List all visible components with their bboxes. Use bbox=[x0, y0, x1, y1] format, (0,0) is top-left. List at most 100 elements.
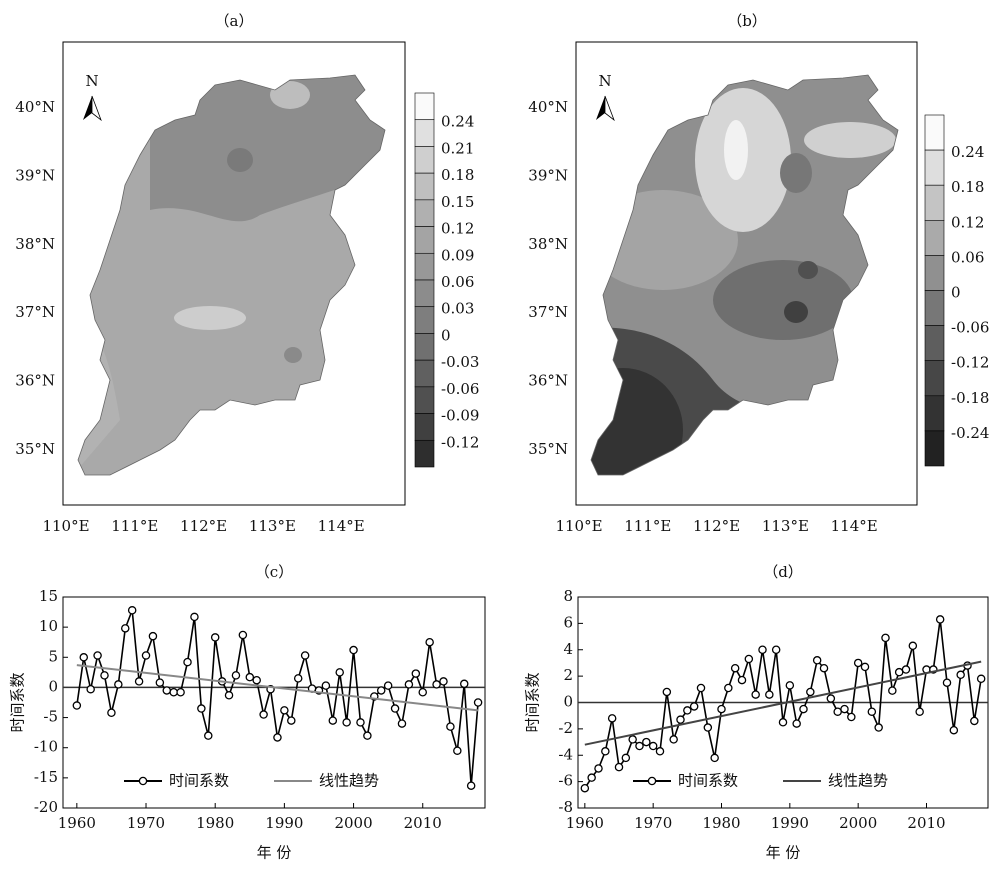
legend-swatch bbox=[924, 325, 945, 362]
data-point bbox=[956, 670, 965, 680]
data-point bbox=[662, 687, 672, 697]
legend-swatch bbox=[924, 430, 945, 467]
legend-label: 0.18 bbox=[951, 178, 984, 196]
data-point bbox=[635, 741, 644, 751]
legend-label: 线性趋势 bbox=[319, 772, 379, 790]
data-point bbox=[778, 718, 788, 727]
data-point bbox=[273, 733, 282, 742]
legend-swatch bbox=[924, 184, 945, 221]
data-point bbox=[867, 707, 877, 716]
data-point bbox=[607, 714, 617, 723]
x-tick-label: 1970 bbox=[127, 814, 165, 832]
x-axis-label: 年 份 bbox=[257, 844, 292, 862]
data-point bbox=[908, 641, 918, 651]
y-tick-label: -8 bbox=[558, 798, 573, 816]
y-tick-label: -4 bbox=[558, 745, 573, 763]
data-point bbox=[183, 657, 192, 667]
data-point bbox=[942, 678, 952, 687]
data-point bbox=[901, 665, 911, 674]
y-axis-label: 时间系数 bbox=[9, 672, 27, 732]
trend-line bbox=[76, 664, 479, 712]
lon-label: 112°E bbox=[180, 517, 227, 535]
data-point bbox=[107, 708, 116, 717]
data-point bbox=[669, 735, 678, 744]
legend-label: -0.12 bbox=[441, 433, 479, 451]
data-point bbox=[860, 662, 870, 672]
data-point bbox=[833, 707, 842, 716]
data-point bbox=[642, 737, 651, 747]
data-point bbox=[894, 667, 904, 677]
data-point bbox=[580, 783, 590, 793]
data-point bbox=[785, 681, 795, 690]
data-point bbox=[197, 704, 206, 713]
y-tick-label: 0 bbox=[563, 693, 573, 711]
legend-marker bbox=[647, 776, 657, 786]
legend-swatch bbox=[414, 226, 435, 254]
y-tick-label: 0 bbox=[48, 677, 58, 695]
data-point bbox=[874, 723, 883, 732]
data-point bbox=[696, 683, 706, 693]
data-point bbox=[888, 686, 897, 695]
lat-label: 38°N bbox=[528, 235, 568, 253]
x-tick-label: 1990 bbox=[771, 814, 809, 832]
lon-label: 110°E bbox=[42, 517, 89, 535]
data-point bbox=[432, 680, 441, 689]
data-point bbox=[730, 663, 740, 673]
legend-swatch bbox=[414, 359, 435, 388]
data-point bbox=[93, 651, 102, 660]
data-point bbox=[689, 702, 699, 711]
data-point bbox=[293, 674, 303, 683]
data-point bbox=[210, 633, 220, 642]
north-arrow bbox=[83, 96, 92, 120]
chart-title: （c） bbox=[255, 563, 293, 581]
north-arrow bbox=[596, 96, 605, 120]
data-point bbox=[771, 645, 781, 655]
data-point bbox=[751, 690, 760, 699]
data-point bbox=[121, 624, 130, 633]
data-point bbox=[100, 671, 109, 680]
data-point bbox=[231, 671, 241, 680]
legend-label: 0 bbox=[951, 284, 961, 302]
north-label: N bbox=[598, 72, 611, 90]
data-point bbox=[446, 722, 455, 731]
legend-swatch bbox=[924, 149, 945, 186]
legend-swatch bbox=[414, 119, 435, 147]
data-point bbox=[473, 698, 483, 707]
lat-label: 36°N bbox=[528, 372, 568, 390]
y-tick-label: 5 bbox=[48, 647, 58, 665]
data-point bbox=[349, 645, 358, 655]
y-tick-label: 4 bbox=[563, 640, 573, 658]
legend-swatch bbox=[924, 220, 945, 256]
data-point bbox=[459, 679, 469, 689]
x-tick-label: 1970 bbox=[634, 814, 672, 832]
map-a: N bbox=[62, 41, 406, 506]
legend-label: 0.12 bbox=[441, 220, 474, 238]
data-point bbox=[356, 718, 365, 727]
lat-label: 40°N bbox=[528, 98, 568, 116]
legend-label: 0.06 bbox=[951, 248, 984, 266]
data-point bbox=[335, 668, 344, 677]
data-point bbox=[466, 781, 476, 790]
data-point bbox=[376, 686, 386, 695]
lat-label: 40°N bbox=[15, 98, 55, 116]
lon-label: 113°E bbox=[762, 517, 809, 535]
data-point bbox=[881, 633, 890, 643]
legend-swatch bbox=[414, 386, 435, 414]
y-tick-label: 8 bbox=[563, 587, 573, 605]
data-point bbox=[411, 669, 421, 678]
data-point bbox=[737, 675, 747, 685]
data-point bbox=[383, 681, 393, 690]
data-point bbox=[390, 704, 400, 713]
data-point bbox=[655, 747, 665, 756]
data-point bbox=[204, 731, 213, 740]
data-point bbox=[826, 694, 836, 703]
data-point bbox=[155, 678, 165, 687]
data-point bbox=[812, 656, 822, 665]
legend-label: 0.09 bbox=[441, 246, 474, 264]
legend-label: 0.03 bbox=[441, 300, 474, 318]
y-tick-label: 6 bbox=[563, 613, 573, 631]
lat-label: 39°N bbox=[528, 166, 568, 184]
north-label: N bbox=[85, 72, 98, 90]
data-point bbox=[840, 704, 849, 714]
legend-label: 0.06 bbox=[441, 273, 474, 291]
